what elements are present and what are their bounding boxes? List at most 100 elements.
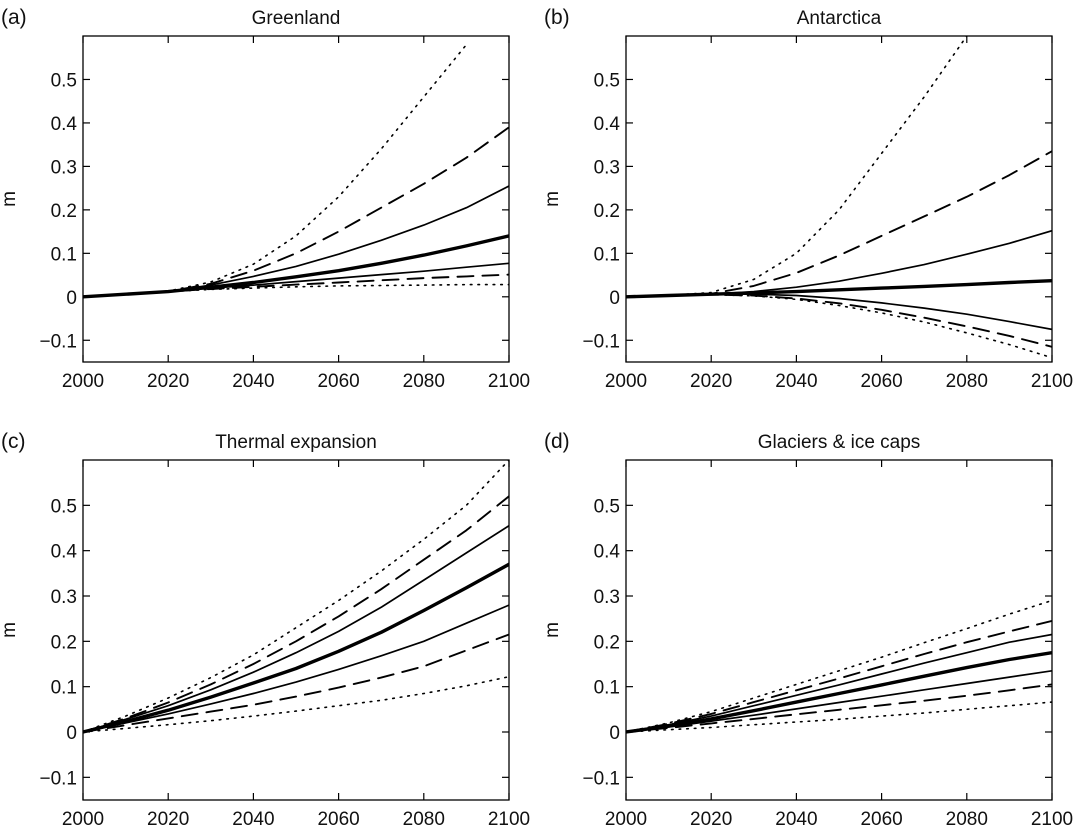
y-tick-label: 0.5 xyxy=(594,70,620,91)
series-line-dashed-lower xyxy=(626,683,1052,733)
series-line-dashed-upper xyxy=(83,126,509,298)
x-tick-label: 2020 xyxy=(147,371,189,392)
y-tick-label: 0.2 xyxy=(594,201,620,222)
series-line-solid-lower xyxy=(626,293,1052,331)
x-tick-label: 2080 xyxy=(946,371,988,392)
x-tick-label: 2000 xyxy=(605,809,647,826)
series-line-dotted-lower xyxy=(83,283,509,298)
plot-frame xyxy=(82,35,510,363)
panel-letter: (a) xyxy=(1,6,27,29)
x-tick-label: 2080 xyxy=(403,371,445,392)
y-tick-label: −0.1 xyxy=(39,331,77,352)
y-tick-label: 0 xyxy=(66,723,77,744)
x-tick-label: 2040 xyxy=(775,371,817,392)
series-line-solid-upper xyxy=(83,185,509,298)
panel-title: Antarctica xyxy=(797,8,882,29)
y-tick-label: 0.5 xyxy=(594,496,620,517)
series-line-dotted-lower xyxy=(626,293,1052,359)
series-line-dotted-upper xyxy=(626,36,968,298)
x-tick-label: 2040 xyxy=(232,809,274,826)
x-tick-label: 2040 xyxy=(775,809,817,826)
y-tick-label: 0.1 xyxy=(51,678,77,699)
panel-title: Greenland xyxy=(252,8,341,29)
series-group xyxy=(626,599,1052,734)
series-line-dashed-lower xyxy=(83,273,509,298)
y-axis-label: m xyxy=(542,191,563,207)
series-line-solid-upper xyxy=(626,633,1052,733)
x-tick-label: 2100 xyxy=(1031,809,1073,826)
y-tick-label: 0.1 xyxy=(51,244,77,265)
panel-letter: (d) xyxy=(544,430,570,453)
series-line-dashed-upper xyxy=(83,495,509,733)
x-tick-label: 2080 xyxy=(946,809,988,826)
series-line-dashed-upper xyxy=(626,619,1052,733)
y-tick-label: 0.4 xyxy=(51,114,78,135)
x-tick-label: 2000 xyxy=(62,371,104,392)
series-line-median xyxy=(626,651,1052,734)
y-tick-label: 0.5 xyxy=(51,70,77,91)
x-tick-label: 2060 xyxy=(317,371,359,392)
x-tick-label: 2020 xyxy=(690,809,732,826)
x-tick-label: 2020 xyxy=(147,809,189,826)
y-axis-label: m xyxy=(0,622,20,638)
y-tick-label: 0.3 xyxy=(51,587,77,608)
y-tick-label: −0.1 xyxy=(582,331,620,352)
x-tick-label: 2060 xyxy=(860,371,902,392)
panel-title: Glaciers & ice caps xyxy=(758,432,921,453)
series-line-dotted-upper xyxy=(83,43,468,298)
panel-letter: (b) xyxy=(544,6,570,29)
y-tick-label: 0 xyxy=(609,723,620,744)
x-tick-label: 2020 xyxy=(690,371,732,392)
x-tick-label: 2000 xyxy=(62,809,104,826)
x-tick-label: 2000 xyxy=(605,371,647,392)
series-line-solid-upper xyxy=(626,229,1052,298)
panel-letter: (c) xyxy=(1,430,26,453)
series-line-dotted-lower xyxy=(83,675,509,733)
plot-frame xyxy=(625,35,1053,363)
y-tick-label: −0.1 xyxy=(39,768,77,789)
y-tick-label: 0.1 xyxy=(594,678,620,699)
panel-greenland: 2000 2020 2040 2060 2080 2100 −0.1 0 0.1 0.2 0.3 0.… xyxy=(0,6,530,392)
series-line-solid-lower xyxy=(83,604,509,733)
y-tick-label: 0.2 xyxy=(51,201,77,222)
series-line-solid-lower xyxy=(83,262,509,298)
x-tick-label: 2100 xyxy=(488,371,530,392)
series-line-dotted-upper xyxy=(626,599,1052,733)
x-tick-label: 2040 xyxy=(232,371,274,392)
series-line-dotted-upper xyxy=(83,460,509,733)
panel-glaciers-ice-caps: 2000 2020 2040 2060 2080 2100 −0.1 0 0.1 0.2 0.3 0.… xyxy=(542,430,1073,826)
y-tick-label: 0.3 xyxy=(594,157,620,178)
series-line-dotted-lower xyxy=(626,701,1052,733)
x-tick-label: 2100 xyxy=(488,809,530,826)
x-tick-label: 2060 xyxy=(317,809,359,826)
series-line-dashed-lower xyxy=(83,633,509,733)
plot-frame xyxy=(625,459,1053,801)
y-tick-label: 0.4 xyxy=(594,114,621,135)
plot-frame xyxy=(82,459,510,801)
panel-antarctica: 2000 2020 2040 2060 2080 2100 −0.1 0 0.1 0.2 0.3 0.… xyxy=(542,6,1073,392)
series-group xyxy=(83,460,509,734)
series-group xyxy=(626,36,1052,359)
x-tick-label: 2100 xyxy=(1031,371,1073,392)
y-tick-label: 0 xyxy=(66,288,77,309)
panel-title: Thermal expansion xyxy=(215,432,377,453)
series-line-median xyxy=(83,562,509,734)
y-tick-label: 0.1 xyxy=(594,244,620,265)
series-group xyxy=(83,43,509,299)
x-tick-label: 2060 xyxy=(860,809,902,826)
series-line-dashed-lower xyxy=(626,293,1052,348)
series-line-solid-upper xyxy=(83,524,509,733)
y-tick-label: 0.3 xyxy=(51,157,77,178)
series-line-dashed-upper xyxy=(626,150,1052,298)
y-tick-label: 0.2 xyxy=(594,632,620,653)
x-tick-label: 2080 xyxy=(403,809,445,826)
y-axis-label: m xyxy=(542,622,563,638)
series-line-solid-lower xyxy=(626,669,1052,733)
y-axis-label: m xyxy=(0,191,20,207)
y-tick-label: 0.5 xyxy=(51,496,77,517)
panel-thermal-expansion: 2000 2020 2040 2060 2080 2100 −0.1 0 0.1 0.2 0.3 0.… xyxy=(0,430,530,826)
y-tick-label: 0.4 xyxy=(51,542,78,563)
y-tick-label: −0.1 xyxy=(582,768,620,789)
y-tick-label: 0.3 xyxy=(594,587,620,608)
